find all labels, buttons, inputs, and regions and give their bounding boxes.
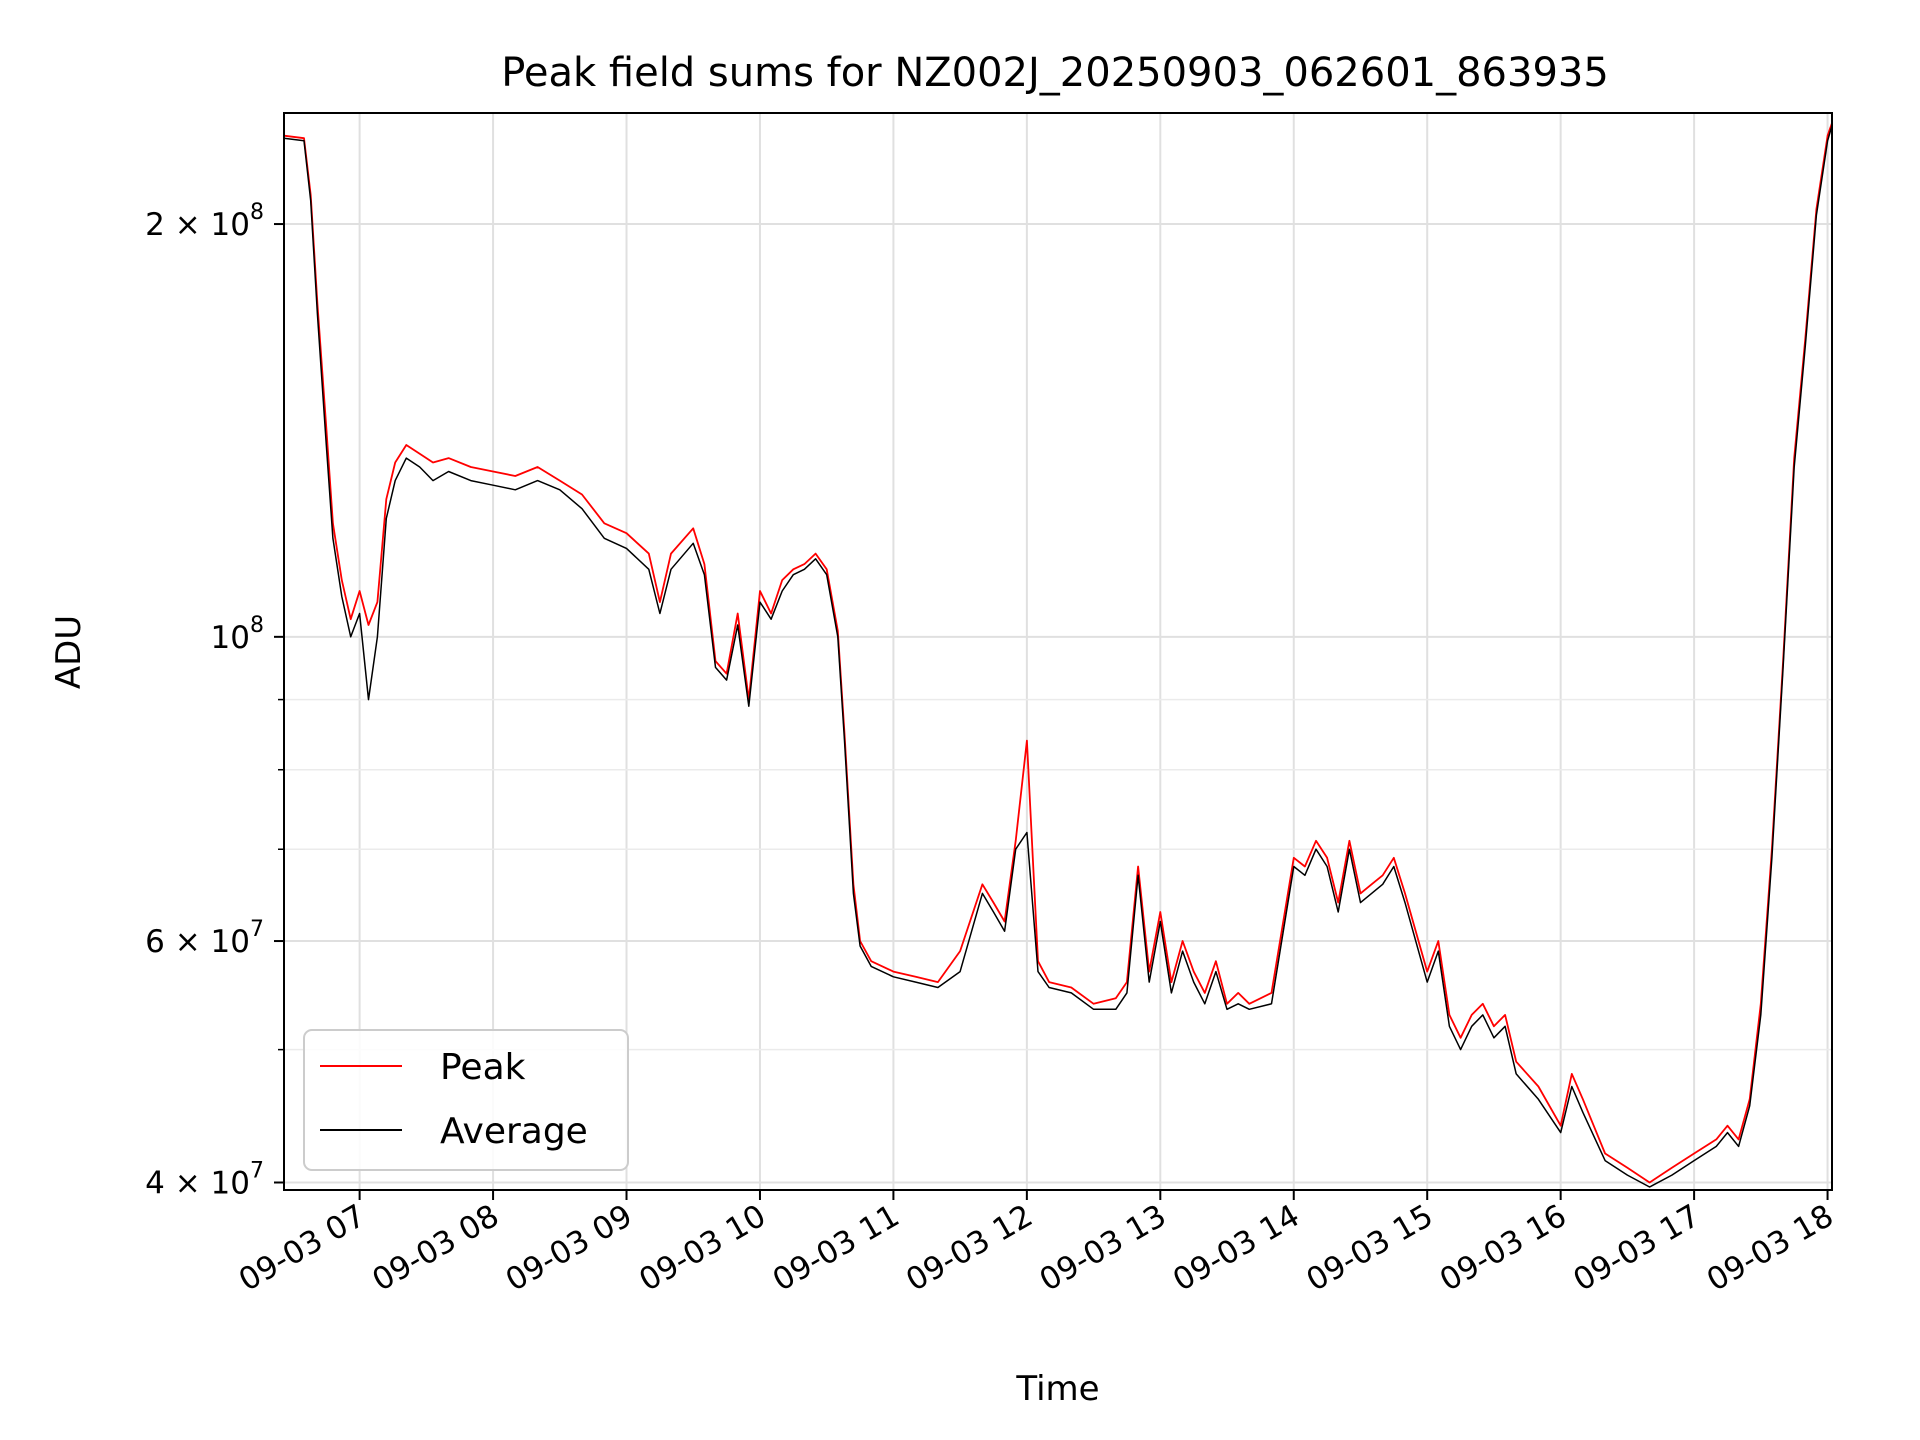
y-tick-mantissa: 2 [145,207,165,243]
y-tick-label: 4 × 107 [145,1159,264,1202]
grid-lines [284,113,1832,1190]
legend-label-peak: Peak [440,1047,526,1088]
y-tick-exponent: 8 [250,200,264,225]
y-tick-label: 6 × 107 [145,917,264,960]
y-tick-exponent: 7 [250,1159,264,1184]
series-line-average [283,125,1833,1188]
y-tick-base: × 10 [165,1166,250,1202]
y-axis-label: ADU [49,615,89,689]
chart-title: Peak field sums for NZ002J_20250903_0626… [501,50,1609,96]
y-tick-base: × 10 [165,924,250,960]
y-tick-label: 2 × 108 [145,200,264,243]
plot-lines [283,122,1833,1188]
x-axis-label: Time [1015,1369,1099,1409]
y-tick-base: × 10 [165,207,250,243]
y-tick-base: 10 [211,620,250,656]
series-line-peak [283,122,1833,1184]
legend: Peak Average [303,1029,629,1171]
legend-label-average: Average [440,1111,588,1152]
y-tick-mantissa: 4 [145,1166,165,1202]
plot-area-frame [283,112,1833,1191]
y-tick-mantissa: 6 [145,924,165,960]
y-tick-exponent: 7 [250,917,264,942]
y-tick-exponent: 8 [250,613,264,638]
y-tick-label: 108 [211,613,264,656]
